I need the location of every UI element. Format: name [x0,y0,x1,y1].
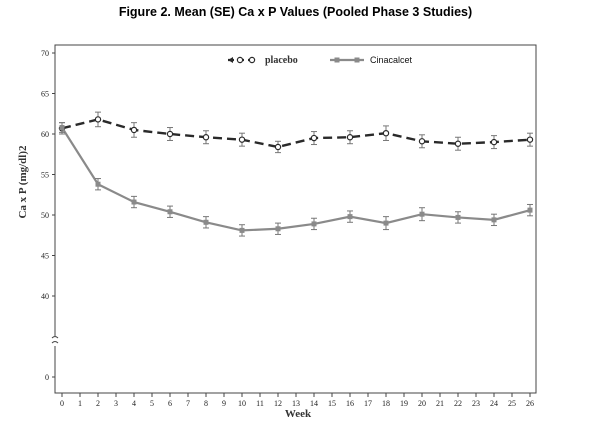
x-tick-label: 13 [292,399,300,408]
data-point [167,209,173,215]
y-axis-title: Ca x P (mg/dl)2 [17,145,29,219]
data-point [527,207,533,213]
data-point [490,138,498,146]
x-tick-label: 9 [222,399,226,408]
plot-frame [54,44,537,394]
x-tick-label: 23 [472,399,480,408]
x-tick-label: 8 [204,399,208,408]
data-point [346,134,354,141]
data-point [311,221,317,227]
data-point [526,136,534,143]
legend-arrow-icon [228,57,233,63]
x-tick-label: 15 [328,399,336,408]
data-point [166,130,174,138]
x-axis-title: Week [285,408,312,420]
x-tick-label: 18 [382,399,390,408]
x-tick-label: 1 [78,399,82,408]
x-tick-label: 10 [238,399,246,408]
y-tick-label: 40 [41,292,49,301]
x-tick-label: 14 [310,399,318,408]
data-point [95,181,101,187]
x-tick-label: 11 [256,399,264,408]
x-tick-label: 22 [454,399,462,408]
x-tick-label: 17 [364,399,372,408]
data-point [383,220,389,226]
x-tick-label: 2 [96,399,100,408]
data-point [455,214,461,220]
y-tick-label: 60 [41,130,49,139]
legend-cinacalcet-marker [354,57,360,63]
data-point [418,138,426,145]
x-tick-label: 6 [168,399,172,408]
data-point [203,219,209,225]
series-line [61,118,531,149]
legend-label-cinacalcet: Cinacalcet [370,55,413,65]
series-cinacalcet [59,122,533,237]
x-tick-label: 3 [114,399,118,408]
x-tick-label: 25 [508,399,516,408]
y-axis: 0 40 45 50 55 60 65 70 [41,49,55,382]
series-layer [58,111,534,237]
y-axis-break-icon [48,336,62,346]
data-point [454,140,462,147]
x-axis: 0 1 2 3 4 5 6 7 8 9 10 11 12 13 14 15 16 17 18 19 20 21 22 23 24… [60,393,534,408]
y-tick-label: 0 [45,373,49,382]
x-tick-label: 21 [436,399,444,408]
data-point [275,226,281,232]
data-point [310,134,318,142]
series-placebo [58,111,534,154]
legend-placebo-marker [248,56,256,64]
data-point [347,214,353,220]
figure-title: Figure 2. Mean (SE) Ca x P Values (Poole… [118,5,473,19]
x-tick-label: 12 [274,399,282,408]
data-point [491,217,497,223]
data-point [94,116,102,123]
legend-label-placebo: placebo [265,55,298,66]
y-tick-label: 50 [41,211,49,220]
y-tick-label: 45 [41,252,49,261]
y-tick-label: 70 [41,49,49,58]
x-tick-label: 26 [526,399,534,408]
legend-cinacalcet-marker [334,57,340,63]
data-point [382,129,390,137]
series-line [61,126,531,232]
x-tick-label: 20 [418,399,426,408]
data-point [238,136,246,143]
x-tick-label: 7 [186,399,190,408]
y-tick-label: 55 [41,171,49,180]
data-point [130,126,138,134]
legend: placebo Cinacalcet [228,55,413,66]
data-point [202,134,210,141]
legend-placebo-marker [236,56,244,64]
data-point [239,227,245,233]
x-tick-label: 5 [150,399,154,408]
x-tick-label: 0 [60,399,64,408]
data-point [59,125,65,131]
data-point [131,199,137,205]
data-point [274,143,282,151]
y-tick-label: 65 [41,90,49,99]
x-tick-label: 16 [346,399,354,408]
data-point [419,211,425,217]
x-tick-label: 24 [490,399,498,408]
x-tick-label: 4 [132,399,136,408]
x-tick-label: 19 [400,399,408,408]
